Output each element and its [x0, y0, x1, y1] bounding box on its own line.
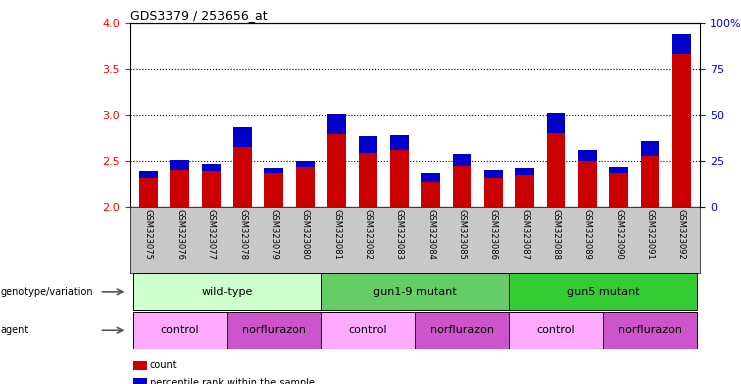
Text: control: control — [536, 325, 575, 335]
Text: GSM323077: GSM323077 — [207, 209, 216, 260]
Text: norflurazon: norflurazon — [242, 325, 306, 335]
Text: GSM323089: GSM323089 — [583, 209, 592, 260]
Bar — [484, 170, 502, 207]
Bar — [296, 161, 315, 167]
Text: GSM323084: GSM323084 — [426, 209, 435, 260]
Text: norflurazon: norflurazon — [618, 325, 682, 335]
Text: GSM323078: GSM323078 — [238, 209, 247, 260]
Text: GSM323086: GSM323086 — [489, 209, 498, 260]
Text: GSM323082: GSM323082 — [363, 209, 373, 260]
Bar — [202, 164, 221, 171]
Bar — [139, 171, 158, 178]
Text: GSM323083: GSM323083 — [395, 209, 404, 260]
Bar — [509, 312, 603, 349]
Bar — [202, 164, 221, 207]
Bar — [390, 134, 409, 207]
Text: GSM323090: GSM323090 — [614, 209, 623, 260]
Bar — [321, 312, 415, 349]
Text: agent: agent — [1, 325, 29, 335]
Bar — [421, 173, 440, 207]
Bar — [515, 168, 534, 175]
Bar — [133, 312, 227, 349]
Bar — [484, 170, 502, 178]
Text: GSM323080: GSM323080 — [301, 209, 310, 260]
Bar — [672, 34, 691, 55]
Bar — [415, 312, 509, 349]
Bar — [603, 312, 697, 349]
Bar — [515, 168, 534, 207]
Bar — [609, 167, 628, 173]
Text: GSM323091: GSM323091 — [645, 209, 654, 260]
Text: gun1-9 mutant: gun1-9 mutant — [373, 287, 457, 297]
Text: GSM323087: GSM323087 — [520, 209, 529, 260]
Bar — [547, 113, 565, 133]
Text: norflurazon: norflurazon — [430, 325, 494, 335]
Text: GSM323088: GSM323088 — [551, 209, 560, 260]
Bar — [578, 150, 597, 207]
Bar — [233, 127, 252, 147]
Text: percentile rank within the sample: percentile rank within the sample — [150, 377, 315, 384]
Text: control: control — [161, 325, 199, 335]
Bar — [328, 114, 346, 134]
Bar — [359, 136, 377, 207]
Text: genotype/variation: genotype/variation — [1, 287, 93, 297]
Bar — [265, 168, 283, 207]
Bar — [133, 273, 321, 310]
Bar — [321, 273, 509, 310]
Text: count: count — [150, 360, 177, 371]
Text: GSM323075: GSM323075 — [144, 209, 153, 260]
Bar — [421, 173, 440, 182]
Text: GSM323076: GSM323076 — [176, 209, 185, 260]
Text: control: control — [348, 325, 388, 335]
Bar — [453, 154, 471, 207]
Bar — [328, 114, 346, 207]
Bar — [641, 141, 659, 156]
Bar — [609, 167, 628, 207]
Bar — [170, 161, 189, 170]
Bar — [509, 273, 697, 310]
Bar — [265, 168, 283, 173]
Text: gun5 mutant: gun5 mutant — [567, 287, 639, 297]
Bar — [672, 34, 691, 207]
Bar — [139, 171, 158, 207]
Text: GSM323079: GSM323079 — [270, 209, 279, 260]
Text: wild-type: wild-type — [201, 287, 253, 297]
Bar — [547, 113, 565, 207]
Bar — [227, 312, 321, 349]
Text: GDS3379 / 253656_at: GDS3379 / 253656_at — [130, 9, 268, 22]
Bar — [233, 127, 252, 207]
Bar — [359, 136, 377, 153]
Text: GSM323085: GSM323085 — [457, 209, 467, 260]
Bar — [641, 141, 659, 207]
Bar — [296, 161, 315, 207]
Bar — [390, 134, 409, 150]
Text: GSM323092: GSM323092 — [677, 209, 686, 260]
Text: GSM323081: GSM323081 — [332, 209, 341, 260]
Bar — [453, 154, 471, 166]
Bar — [170, 161, 189, 207]
Bar — [578, 150, 597, 161]
